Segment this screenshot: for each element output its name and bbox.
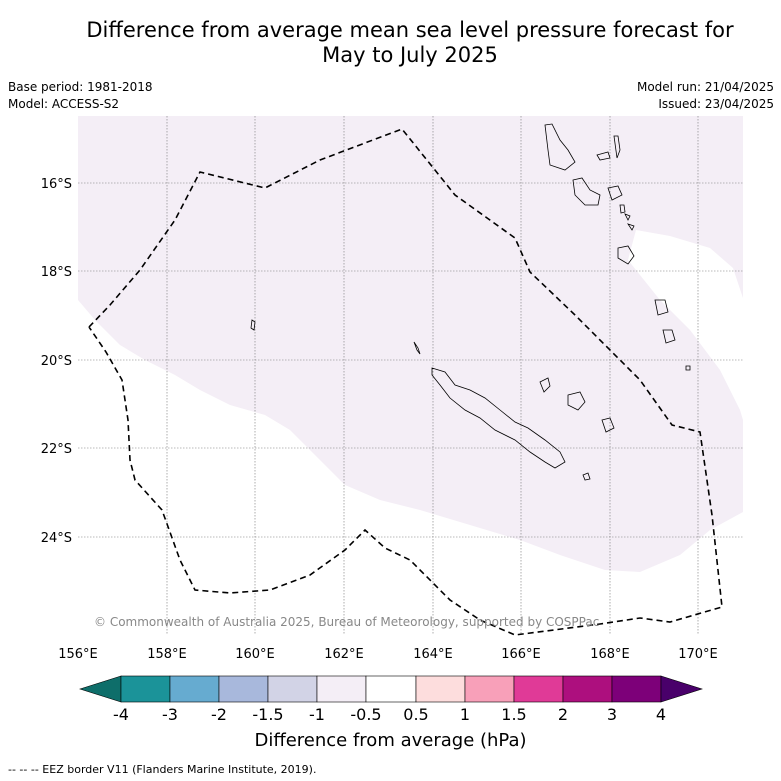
colorbar-tick: -1	[309, 705, 325, 724]
colorbar-segment	[120, 675, 171, 703]
loyalty-island-mare	[601, 417, 615, 433]
lat-label: 20°S	[41, 354, 72, 369]
colorbar-tick: 0.5	[403, 705, 428, 724]
colorbar-tick: -1.5	[252, 705, 283, 724]
colorbar-tick: -2	[211, 705, 227, 724]
lat-label: 18°S	[41, 265, 72, 280]
colorbar-segment	[611, 675, 662, 703]
lon-label: 162°E	[324, 647, 364, 662]
vanuatu-espiritu-santo	[544, 123, 576, 171]
colorbar-segment	[513, 675, 564, 703]
anomaly-shaded-area	[78, 116, 743, 572]
loyalty-outer-1	[654, 299, 669, 316]
model-text: Model: ACCESS-S2	[8, 97, 120, 111]
lon-label: 166°E	[501, 647, 541, 662]
model-run-text: Model run: 21/04/2025	[636, 80, 774, 94]
colorbar-segment	[316, 675, 367, 703]
eez-legend-footer: -- -- -- EEZ border V11 (Flanders Marine…	[8, 763, 317, 776]
lon-label: 168°E	[590, 647, 630, 662]
colorbar-tick: -4	[113, 705, 129, 724]
latitude-labels: 16°S 18°S 20°S 22°S 24°S	[41, 177, 72, 546]
lon-label: 170°E	[678, 647, 718, 662]
issued-text: Issued: 23/04/2025	[658, 97, 774, 111]
colorbar-tick: -3	[162, 705, 178, 724]
longitude-labels: 156°E 158°E 160°E 162°E 164°E 166°E 168°…	[58, 647, 718, 662]
vanuatu-small-islands	[619, 204, 635, 231]
title-line-1: Difference from average mean sea level p…	[86, 18, 734, 42]
colorbar-segment	[365, 675, 417, 703]
lat-label: 16°S	[41, 177, 72, 192]
lon-label: 158°E	[147, 647, 187, 662]
lon-label: 156°E	[58, 647, 98, 662]
meta-left: Base period: 1981-2018 Model: ACCESS-S2	[8, 79, 153, 113]
loyalty-island-lifou	[567, 391, 586, 411]
colorbar-title: Difference from average (hPa)	[254, 730, 527, 751]
colorbar-segment	[218, 675, 269, 703]
colorbar-segment	[169, 675, 220, 703]
belep-island	[413, 341, 421, 355]
vanuatu-efate	[607, 185, 623, 201]
colorbar-segment	[562, 675, 613, 703]
loyalty-outer-2	[662, 329, 676, 344]
colorbar-tick: 1	[460, 705, 470, 724]
meta-right: Model run: 21/04/2025 Issued: 23/04/2025	[637, 79, 774, 113]
colorbar-tick: -0.5	[350, 705, 381, 724]
colorbar-segment	[267, 675, 318, 703]
new-caledonia-coast	[431, 367, 566, 469]
vanuatu-erromango	[617, 245, 635, 265]
colorbar-segment	[79, 675, 122, 703]
lat-label: 22°S	[41, 442, 72, 457]
colorbar	[79, 675, 703, 703]
colorbar-tick: 2	[558, 705, 568, 724]
colorbar-tick: 3	[607, 705, 617, 724]
eez-border	[88, 128, 723, 636]
colorbar-tick: 4	[656, 705, 666, 724]
lon-label: 164°E	[413, 647, 453, 662]
loyalty-island-ouvea	[539, 377, 551, 393]
ile-des-pins	[582, 472, 591, 481]
colorbar-tick: 1.5	[501, 705, 526, 724]
hunter-island	[685, 365, 691, 371]
base-period-text: Base period: 1981-2018	[8, 80, 153, 94]
copyright-notice: © Commonwealth of Australia 2025, Bureau…	[94, 615, 599, 629]
chesterfield-islet	[250, 319, 256, 331]
coastlines	[250, 123, 691, 481]
graticule	[78, 116, 743, 634]
colorbar-tick-labels: -4 -3 -2 -1.5 -1 -0.5 0.5 1 1.5 2 3 4	[113, 705, 666, 724]
vanuatu-pentecost	[613, 135, 621, 159]
lat-label: 24°S	[41, 531, 72, 546]
colorbar-segment	[660, 675, 703, 703]
vanuatu-ambae	[596, 151, 611, 161]
title-line-2: May to July 2025	[322, 43, 498, 67]
colorbar-segment	[415, 675, 466, 703]
vanuatu-malekula	[572, 177, 601, 206]
lon-label: 160°E	[235, 647, 275, 662]
colorbar-segment	[464, 675, 515, 703]
map-title: Difference from average mean sea level p…	[0, 18, 781, 68]
